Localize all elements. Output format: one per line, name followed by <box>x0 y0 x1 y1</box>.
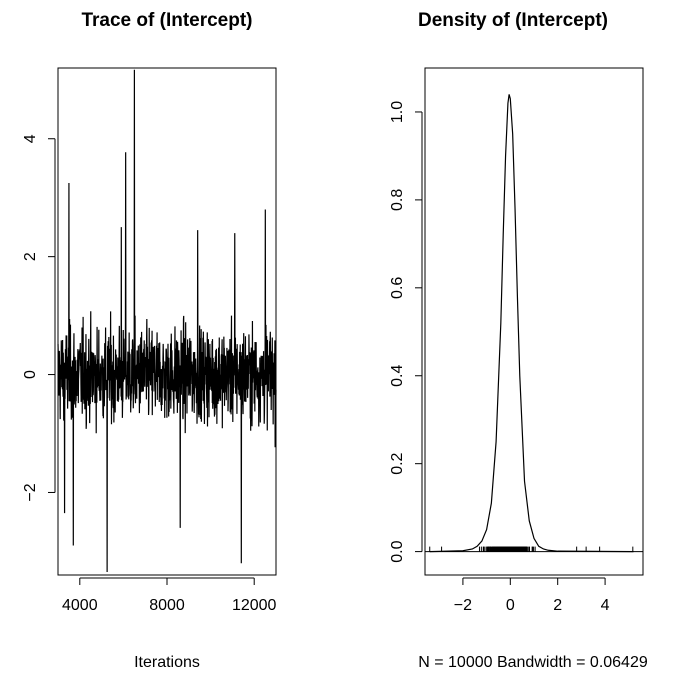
density-x-tick-label: 4 <box>601 597 610 614</box>
density-x-label: N = 10000 Bandwidth = 0.06429 <box>418 654 648 671</box>
density-y-tick-label: 0.6 <box>389 277 406 299</box>
density-y-tick-label: 0.2 <box>389 452 406 474</box>
trace-line <box>57 69 277 573</box>
trace-panel: Trace of (Intercept) 4000 8000 12000 −2 0 2 4… <box>22 10 277 671</box>
trace-series <box>57 69 277 573</box>
density-curve <box>429 94 634 553</box>
density-x-tick-label: 0 <box>506 597 515 614</box>
density-y-tick-label: 0.0 <box>389 540 406 562</box>
trace-x-tick-label: 8000 <box>149 597 185 614</box>
density-plot-box <box>424 67 644 576</box>
density-x-tick-label: 2 <box>553 597 562 614</box>
density-title: Density of (Intercept) <box>418 10 608 31</box>
density-rug <box>429 546 634 552</box>
density-x-tick-label: −2 <box>454 597 472 614</box>
trace-y-tick-label: 2 <box>22 252 39 261</box>
density-x-axis: −2 0 2 4 <box>454 577 610 614</box>
trace-x-tick-label: 12000 <box>232 597 277 614</box>
trace-y-axis: −2 0 2 4 <box>22 134 56 502</box>
density-y-tick-label: 1.0 <box>389 101 406 123</box>
trace-x-axis: 4000 8000 12000 <box>62 577 277 614</box>
trace-x-tick-label: 4000 <box>62 597 98 614</box>
density-panel: Density of (Intercept) −2 0 2 4 0.00.20.40.… <box>389 10 648 671</box>
density-y-axis: 0.0 0.2 0.4 0.6 0.8 1.0 <box>389 101 423 563</box>
trace-x-label: Iterations <box>134 654 200 671</box>
density-y-tick-label: 0.4 <box>389 365 406 387</box>
trace-title: Trace of (Intercept) <box>81 10 252 31</box>
density-series <box>425 94 643 553</box>
trace-y-tick-label: 0 <box>22 370 39 379</box>
density-y-tick-label: 0.8 <box>389 189 406 211</box>
trace-plot-box <box>57 67 277 576</box>
trace-y-tick-label: −2 <box>22 483 39 501</box>
trace-y-tick-label: 4 <box>22 134 39 143</box>
